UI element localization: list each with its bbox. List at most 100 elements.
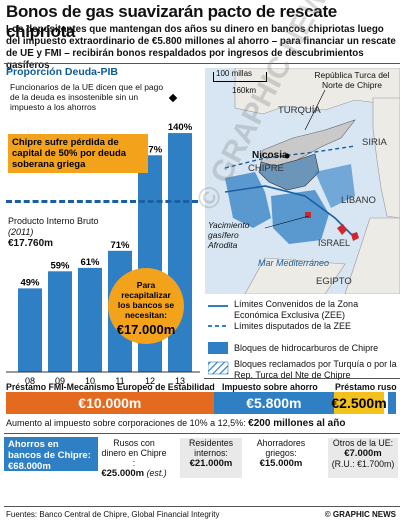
bar-value-label: 61% bbox=[80, 257, 100, 268]
lede: Los depositantes que mantengan dos años … bbox=[6, 24, 396, 71]
deposits-total: €68.000m bbox=[8, 461, 51, 472]
gdp-value: €17.760m bbox=[8, 238, 54, 249]
deposit-value-russia: €25.000m bbox=[101, 468, 145, 479]
funding-segment-imf: €10.000m bbox=[6, 392, 214, 414]
year-tick-label: 11 bbox=[115, 376, 124, 386]
lebanon-label: LÍBANO bbox=[341, 195, 376, 206]
aphrodite-pointer bbox=[264, 215, 310, 229]
year-tick-label: 13 bbox=[175, 376, 185, 386]
year-tick-label: 10 bbox=[85, 376, 95, 386]
deposit-value-eu: €7.000m bbox=[344, 448, 382, 459]
syria-lebanon-land bbox=[372, 97, 400, 219]
map bbox=[205, 68, 400, 294]
funding-label-imf: Préstamo FMI-Mecanismo Europeo de Estabi… bbox=[6, 382, 215, 392]
funding-segment-tax: €5.800m bbox=[213, 392, 335, 414]
bar-08 bbox=[18, 288, 42, 372]
divider-legend bbox=[204, 378, 400, 379]
headline: Bonos de gas suavizarán pacto de rescate… bbox=[6, 2, 337, 41]
credit: © GRAPHIC NEWS bbox=[324, 510, 396, 519]
bar-value-label: 71% bbox=[110, 240, 130, 251]
chart-title: Proporción Deuda-PIB bbox=[6, 66, 119, 78]
recap-circle: Para recapitalizar los bancos se necesit… bbox=[108, 268, 184, 344]
cyprus-label: CHIPRE bbox=[248, 163, 284, 174]
deposit-label-russia: Rusos con dinero en Chipre : bbox=[101, 438, 167, 468]
deposit-value-greek: €15.000m bbox=[259, 458, 303, 469]
nicosia-dot bbox=[284, 153, 290, 159]
gdp-year: (2011) bbox=[8, 227, 34, 237]
funding-segment-end bbox=[388, 392, 396, 414]
cyprus-land bbox=[258, 153, 320, 191]
deposit-label-residents: Residentes internos: bbox=[188, 438, 233, 458]
deposits-total-box: Ahorros en bancos de Chipre: €68.000m bbox=[4, 437, 98, 472]
trnc-pointer bbox=[304, 89, 326, 131]
gdp-label-block: Producto Interno Bruto (2011) €17.760m bbox=[8, 216, 104, 249]
legend-hatch-icon bbox=[208, 361, 229, 375]
deposit-label-greek: Ahorradores griegos: bbox=[256, 438, 306, 458]
recap-text: Para recapitalizar los bancos se necesit… bbox=[117, 280, 175, 320]
scale-bar-top bbox=[213, 72, 267, 82]
bar-value-label: 140% bbox=[168, 122, 193, 133]
year-tick-label: 09 bbox=[55, 376, 65, 386]
bar-09 bbox=[48, 271, 72, 372]
turkey-land bbox=[234, 68, 400, 115]
legend-fill-icon bbox=[208, 342, 228, 354]
egypt-coast bbox=[244, 257, 346, 294]
divider-footer bbox=[4, 506, 400, 507]
bar-value-label: 127% bbox=[138, 144, 163, 155]
legend-claimed-blocks: Bloques reclamados por Turquía o por la … bbox=[234, 359, 397, 380]
map-svg bbox=[224, 68, 400, 294]
legend-agreed-eez: Límites Convenidos de la Zona Económica … bbox=[234, 299, 359, 320]
deposit-label-eu: Otros de la UE: bbox=[332, 438, 394, 448]
blocks-east bbox=[315, 164, 355, 208]
deposit-cell-eu: Otros de la UE: €7.000m (R.U.: €1.700m) bbox=[328, 438, 398, 478]
deposit-cell-greek: Ahorradores griegos: €15.000m bbox=[250, 438, 312, 478]
turkey-label: TURQUÍA bbox=[278, 105, 321, 116]
blocks-west bbox=[225, 172, 271, 228]
legend-swatches bbox=[208, 305, 229, 375]
bar-10 bbox=[78, 267, 102, 372]
tax-increase-value: €200 millones al año bbox=[248, 418, 346, 429]
funding-value-tax: €5.800m bbox=[246, 395, 302, 411]
deposit-value-residents: €21.000m bbox=[189, 458, 233, 469]
egypt-label: EGIPTO bbox=[316, 276, 352, 287]
deposit-cell-residents: Residentes internos: €21.000m bbox=[180, 438, 242, 478]
blocks-south bbox=[271, 190, 329, 244]
scale-miles: 100 millas bbox=[216, 69, 253, 78]
bar-value-label: 49% bbox=[20, 277, 40, 288]
gdp-label: Producto Interno Bruto bbox=[8, 216, 99, 226]
deposits-title: Ahorros en bancos de Chipre: bbox=[8, 439, 91, 461]
eez-agreed-line bbox=[224, 185, 356, 239]
year-tick-label: 12 bbox=[145, 376, 155, 386]
aphrodite-label: Yacimiento gasífero Afrodita bbox=[208, 220, 250, 250]
syria-label: SIRIA bbox=[362, 137, 387, 148]
trnc-label: República Turca del Norte de Chipre bbox=[314, 70, 390, 90]
legend-blocks: Bloques de hidrocarburos de Chipre bbox=[234, 343, 379, 353]
nicosia-label: Nicosia bbox=[252, 150, 288, 161]
deposit-note-russia: (est.) bbox=[146, 468, 167, 478]
funding-label-russia: Préstamo ruso bbox=[335, 382, 397, 392]
loss-callout: Chipre sufre pérdida de capital de 50% p… bbox=[8, 134, 148, 173]
year-tick-label: 08 bbox=[25, 376, 35, 386]
funding-value-russia: €2.500m bbox=[331, 395, 387, 411]
deposit-cell-russia: Rusos con dinero en Chipre : €25.000m (e… bbox=[100, 438, 168, 479]
israel-egypt-land bbox=[344, 217, 400, 294]
funding-segment-russia: €2.500m bbox=[331, 392, 387, 414]
gdp-reference-line bbox=[6, 200, 198, 204]
recap-value: €17.000m bbox=[116, 322, 176, 337]
scale-km: 160km bbox=[232, 86, 257, 95]
tax-increase-line: Aumento al impuesto sobre corporaciones … bbox=[6, 418, 345, 429]
deposit-note-eu: (R.U.: €1.700m) bbox=[331, 459, 395, 469]
sources: Fuentes: Banco Central de Chipre, Global… bbox=[6, 510, 220, 519]
sea-label: Mar Mediterráneo bbox=[258, 258, 330, 268]
funding-value-imf: €10.000m bbox=[78, 395, 142, 411]
divider-top bbox=[4, 63, 400, 64]
israeli-gas-fields bbox=[337, 224, 359, 241]
funding-label-tax: Impuesto sobre ahorro bbox=[222, 382, 318, 392]
legend-disputed-eez: Límites disputados de la ZEE bbox=[234, 321, 352, 331]
israel-label: ISRAEL bbox=[318, 238, 351, 248]
eez-disputed-line bbox=[224, 145, 356, 169]
tax-increase-text: Aumento al impuesto sobre corporaciones … bbox=[6, 418, 246, 428]
officials-note: Funcionarios de la UE dicen que el pago … bbox=[10, 82, 164, 112]
